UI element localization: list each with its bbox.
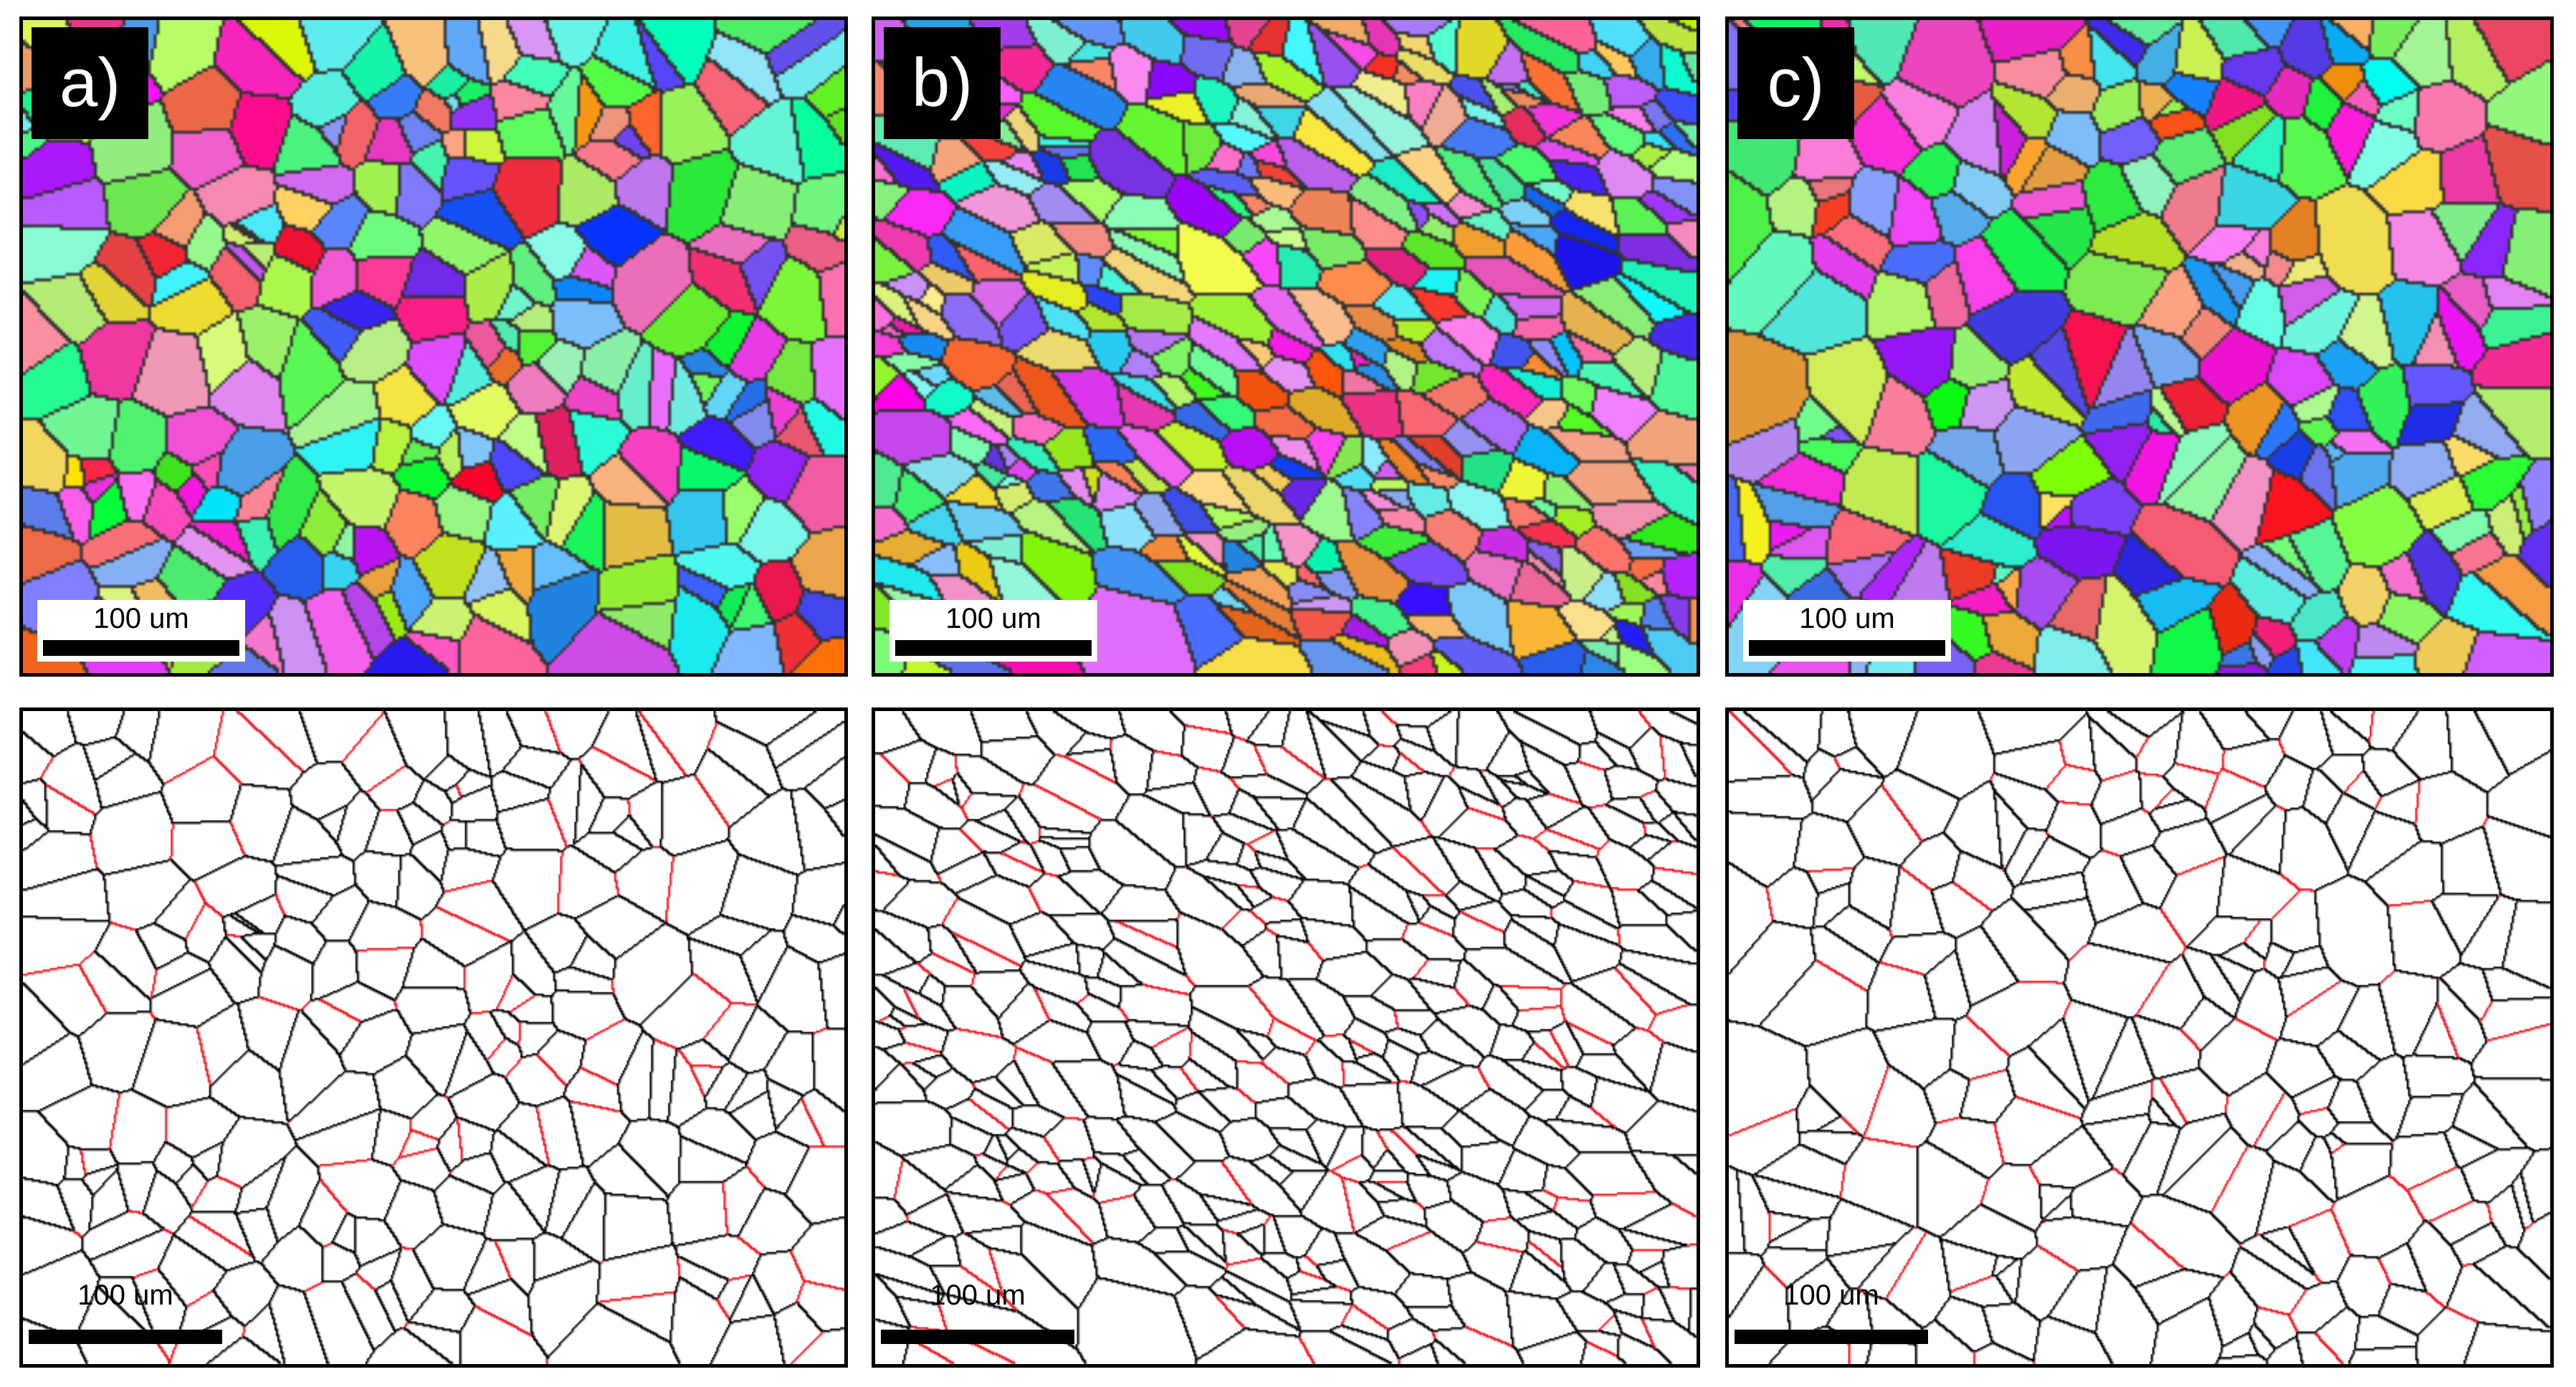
scale-bar-line bbox=[1735, 1330, 1928, 1344]
boundary-map-canvas bbox=[875, 711, 1697, 1364]
scale-bar: 100 um bbox=[1735, 1279, 1928, 1344]
scale-bar-line bbox=[1749, 640, 1945, 656]
scale-bar: 100 um bbox=[1743, 600, 1951, 662]
boundary-map-canvas bbox=[23, 711, 844, 1364]
scale-bar-text: 100 um bbox=[93, 603, 189, 634]
boundary-map-canvas bbox=[1729, 711, 2550, 1364]
scale-bar-line bbox=[895, 640, 1092, 656]
scale-bar-text: 100 um bbox=[945, 603, 1041, 634]
panel-label-c: c) bbox=[1737, 27, 1854, 139]
scale-bar: 100 um bbox=[881, 1279, 1074, 1344]
scale-bar-text: 100 um bbox=[1799, 603, 1895, 634]
scale-bar-text: 100 um bbox=[1783, 1279, 1879, 1311]
orientation-map-c: c) 100 um bbox=[1725, 16, 2554, 677]
scale-bar-line bbox=[29, 1330, 222, 1344]
scale-bar-text: 100 um bbox=[77, 1279, 173, 1311]
scale-bar-line bbox=[43, 640, 239, 656]
scale-bar: 100 um bbox=[29, 1279, 222, 1344]
scale-bar-line bbox=[881, 1330, 1074, 1344]
orientation-map-b: b) 100 um bbox=[872, 16, 1700, 677]
scale-bar: 100 um bbox=[889, 600, 1097, 662]
boundary-map-c: 100 um bbox=[1725, 707, 2554, 1368]
grain-map-canvas bbox=[23, 20, 844, 673]
boundary-map-a: 100 um bbox=[19, 707, 848, 1368]
panel-label-a: a) bbox=[32, 27, 148, 139]
scale-bar-text: 100 um bbox=[930, 1279, 1026, 1311]
orientation-map-a: a) 100 um bbox=[19, 16, 848, 677]
panel-label-b: b) bbox=[884, 27, 1001, 139]
grain-map-canvas bbox=[1729, 20, 2550, 673]
scale-bar: 100 um bbox=[37, 600, 245, 662]
grain-map-canvas bbox=[875, 20, 1697, 673]
boundary-map-b: 100 um bbox=[872, 707, 1700, 1368]
